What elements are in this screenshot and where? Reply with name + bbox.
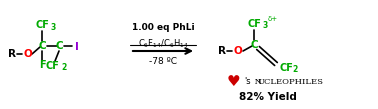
Text: C: C (55, 41, 63, 51)
Text: R: R (218, 46, 226, 56)
Text: C: C (38, 41, 46, 51)
Text: UCLEOPHILES: UCLEOPHILES (258, 78, 324, 86)
Text: 3: 3 (51, 22, 56, 32)
Text: C: C (250, 40, 258, 50)
Text: 3: 3 (263, 21, 268, 31)
Text: F: F (39, 60, 45, 70)
Text: CF: CF (35, 20, 49, 30)
Text: 2: 2 (61, 64, 66, 72)
Text: CF: CF (279, 63, 293, 73)
Text: 82% Yield: 82% Yield (239, 92, 297, 102)
Text: ♥: ♥ (226, 74, 240, 89)
Text: I: I (75, 42, 79, 52)
Text: CF: CF (247, 19, 261, 29)
Text: R: R (8, 49, 16, 59)
Text: O: O (23, 49, 32, 59)
Text: 1.00 eq PhLi: 1.00 eq PhLi (132, 22, 194, 32)
Text: CF: CF (45, 61, 59, 71)
Text: -78 ºC: -78 ºC (149, 56, 177, 66)
Text: 's: 's (244, 77, 251, 87)
Text: O: O (234, 46, 243, 56)
Text: 2: 2 (292, 66, 297, 74)
Text: N: N (252, 78, 262, 86)
Text: $\mathregular{C_6F_{14}/C_6H_{14}}$: $\mathregular{C_6F_{14}/C_6H_{14}}$ (138, 38, 188, 50)
Text: δ+: δ+ (268, 16, 278, 22)
